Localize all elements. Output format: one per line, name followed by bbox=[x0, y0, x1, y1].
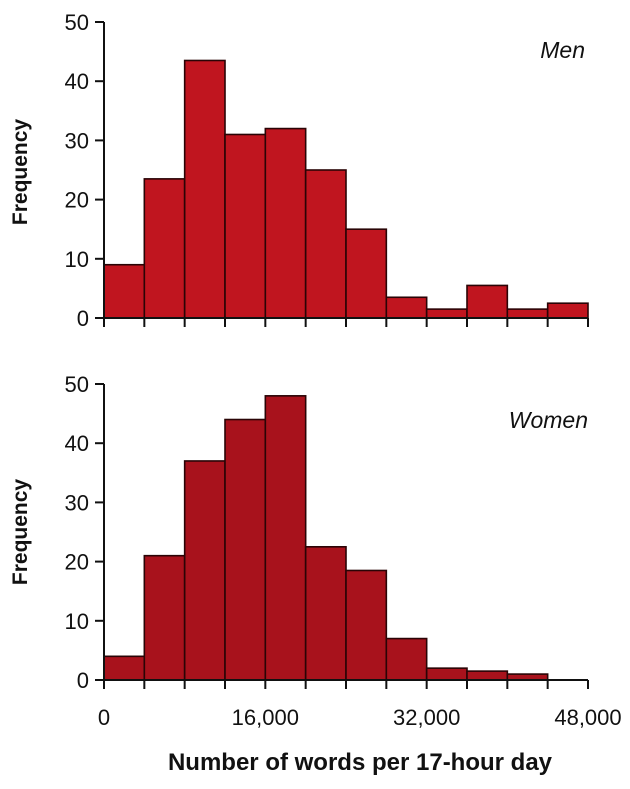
men-bar bbox=[345, 228, 388, 319]
women-histogram-panel: 0 10 20 30 40 50 0 16,000 32,000 48,000 Women Fre… bbox=[9, 372, 622, 776]
women-bar bbox=[143, 554, 186, 681]
men-y-axis-label: Frequency bbox=[9, 119, 32, 226]
x-tick-label: 16,000 bbox=[232, 705, 299, 730]
women-y-axis-label: Frequency bbox=[9, 479, 32, 586]
women-bar bbox=[425, 667, 468, 681]
men-bar bbox=[466, 284, 509, 319]
women-bar bbox=[224, 418, 267, 681]
men-bar bbox=[304, 169, 347, 319]
women-y-tick-label: 0 bbox=[77, 668, 89, 693]
men-panel-label: Men bbox=[540, 37, 585, 63]
women-bar bbox=[183, 460, 226, 681]
women-bar bbox=[345, 569, 388, 681]
men-bar bbox=[546, 302, 589, 319]
men-y-tick-label: 20 bbox=[65, 188, 89, 213]
men-y-tick-label: 40 bbox=[65, 69, 89, 94]
x-tick-label: 48,000 bbox=[554, 705, 621, 730]
x-axis-label: Number of words per 17-hour day bbox=[168, 749, 553, 776]
men-bar bbox=[264, 127, 307, 319]
men-histogram-panel: 0 10 20 30 40 50 Men Frequency bbox=[9, 10, 589, 331]
women-axes: 0 10 20 30 40 50 0 16,000 32,000 48,000 bbox=[65, 372, 622, 730]
men-y-tick-label: 10 bbox=[65, 247, 89, 272]
women-y-tick-label: 30 bbox=[65, 490, 89, 515]
women-bar bbox=[103, 655, 146, 681]
women-bars bbox=[103, 395, 549, 681]
men-bar bbox=[183, 59, 226, 319]
men-bar bbox=[385, 296, 428, 319]
women-bar bbox=[264, 395, 307, 681]
women-bar bbox=[304, 545, 347, 681]
women-y-tick-label: 20 bbox=[65, 550, 89, 575]
men-bar bbox=[506, 308, 549, 319]
women-y-tick-label: 50 bbox=[65, 372, 89, 397]
women-bar bbox=[466, 670, 509, 681]
men-axes: 0 10 20 30 40 50 bbox=[65, 10, 589, 331]
women-panel-label: Women bbox=[509, 407, 588, 433]
men-y-tick-label: 30 bbox=[65, 128, 89, 153]
men-bars bbox=[103, 59, 589, 319]
men-bar bbox=[425, 308, 468, 319]
women-y-tick-label: 40 bbox=[65, 431, 89, 456]
women-y-tick-label: 10 bbox=[65, 609, 89, 634]
men-bar bbox=[143, 178, 186, 319]
men-y-tick-label: 0 bbox=[77, 306, 89, 331]
men-bar bbox=[224, 133, 267, 319]
women-bar bbox=[385, 637, 428, 681]
men-bar bbox=[103, 263, 146, 319]
x-tick-label: 0 bbox=[98, 705, 110, 730]
x-tick-label: 32,000 bbox=[393, 705, 460, 730]
men-y-tick-label: 50 bbox=[65, 10, 89, 35]
